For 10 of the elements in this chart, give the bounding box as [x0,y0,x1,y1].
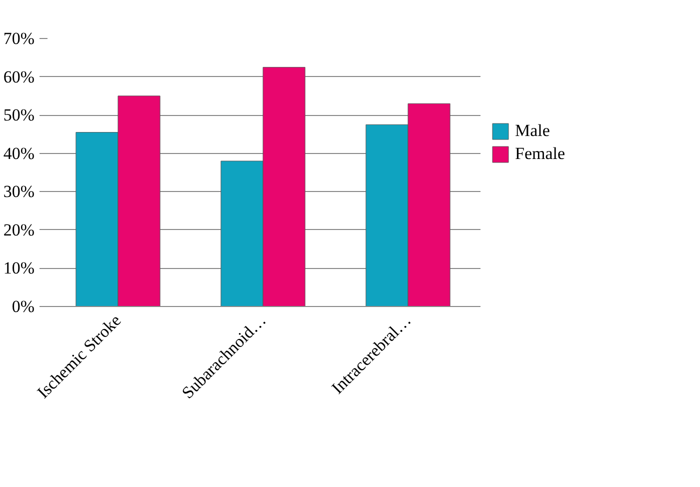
legend-label: Female [515,144,566,164]
y-tick-label: 30% [3,182,35,202]
y-tick-label: 10% [3,258,35,278]
y-tick-label: 0% [12,297,35,316]
y-tick-label: 20% [3,220,35,240]
y-tick-label: 70% [3,29,35,48]
y-tick-label: 50% [3,106,35,125]
y-tick-label: 60% [3,67,35,86]
legend-label: Male [515,121,550,141]
y-tick-label: 40% [3,144,35,163]
